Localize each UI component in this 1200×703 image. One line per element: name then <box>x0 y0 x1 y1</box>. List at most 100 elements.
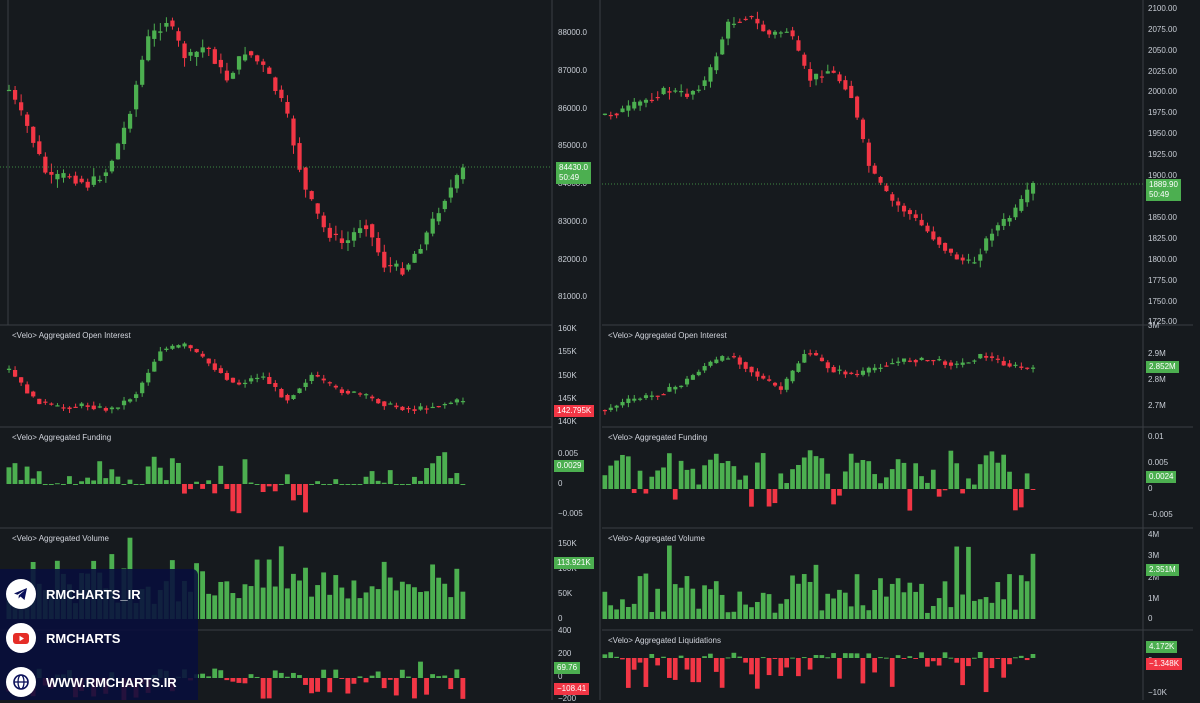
candle-body <box>357 228 363 233</box>
candle-body <box>731 356 737 358</box>
indicator-bar <box>754 658 760 689</box>
indicator-bar <box>708 653 713 658</box>
indicator-bar <box>418 592 423 619</box>
indicator-bar <box>412 678 417 699</box>
candle-body <box>376 238 381 253</box>
candle-body <box>357 393 363 395</box>
candle-body <box>778 32 783 34</box>
candle-body <box>620 401 625 406</box>
candle-body <box>937 237 942 245</box>
candle-body <box>884 365 889 367</box>
right-liquidation-bars[interactable] <box>602 652 1036 693</box>
candle-body <box>784 378 789 390</box>
indicator-bar <box>230 593 236 619</box>
indicator-bar <box>825 593 831 619</box>
indicator-bar <box>614 656 619 658</box>
candle-body <box>972 360 977 362</box>
candle-body <box>406 408 411 410</box>
youtube-link[interactable]: RMCHARTS <box>6 623 120 653</box>
indicator-bar <box>303 484 308 513</box>
left-funding-tick: −0.005 <box>558 509 583 518</box>
indicator-bar <box>977 464 983 489</box>
candle-body <box>849 372 854 374</box>
right-price-candles[interactable] <box>602 11 1036 268</box>
left-funding-bars[interactable] <box>6 452 466 514</box>
candle-body <box>31 126 36 143</box>
indicator-bar <box>1018 489 1024 508</box>
left-liq-tag-down: −108.41 <box>554 683 590 695</box>
right-price-tick: 1950.00 <box>1148 129 1177 138</box>
indicator-bar <box>254 676 260 678</box>
indicator-bar <box>448 597 454 619</box>
indicator-bar <box>954 463 960 489</box>
candle-body <box>989 356 995 358</box>
indicator-bar <box>948 607 954 619</box>
left-oi-tick: 145K <box>558 394 577 403</box>
indicator-bar <box>614 609 619 619</box>
indicator-bar <box>436 676 442 678</box>
left-volume-tick: 50K <box>558 589 573 598</box>
candle-body <box>309 191 314 200</box>
indicator-bar <box>357 598 363 619</box>
left-volume-label: <Velo> Aggregated Volume <box>12 534 109 543</box>
candle-body <box>170 345 175 349</box>
indicator-bar <box>321 669 327 678</box>
indicator-bar <box>913 591 919 619</box>
candle-body <box>749 15 754 18</box>
candle-body <box>661 87 666 95</box>
indicator-bar <box>97 461 103 484</box>
candle-body <box>315 375 320 377</box>
telegram-link[interactable]: RMCHARTS_IR <box>6 579 141 609</box>
indicator-bar <box>901 592 907 619</box>
indicator-bar <box>363 592 369 619</box>
youtube-icon <box>6 623 36 653</box>
indicator-bar <box>412 587 417 619</box>
candle-body <box>948 248 954 253</box>
indicator-bar <box>381 561 387 619</box>
left-open-interest-candles[interactable] <box>6 342 466 415</box>
indicator-bar <box>942 652 948 658</box>
indicator-bar <box>290 484 296 501</box>
indicator-bar <box>315 481 321 484</box>
left-price-candles[interactable] <box>6 17 466 276</box>
indicator-bar <box>796 658 801 677</box>
candle-body <box>200 353 205 357</box>
indicator-bar <box>807 658 813 670</box>
right-price-tick: 1975.00 <box>1148 108 1177 117</box>
indicator-bar <box>248 674 254 678</box>
telegram-label: RMCHARTS_IR <box>46 586 141 602</box>
candle-body <box>907 360 912 362</box>
indicator-bar <box>309 484 314 485</box>
indicator-bar <box>942 489 948 491</box>
candle-body <box>109 160 115 172</box>
candle-body <box>127 113 133 129</box>
right-price-tick: 1775.00 <box>1148 276 1177 285</box>
indicator-bar <box>790 469 795 489</box>
indicator-bar <box>133 484 139 485</box>
candle-body <box>339 389 345 394</box>
indicator-bar <box>983 597 989 619</box>
right-liq-tick: −10K <box>1148 688 1167 697</box>
candle-body <box>638 101 643 106</box>
right-funding-bars[interactable] <box>602 450 1036 511</box>
right-volume-bars[interactable] <box>602 545 1036 619</box>
candle-body <box>984 238 989 251</box>
indicator-bar <box>872 474 877 489</box>
indicator-bar <box>418 661 423 678</box>
right-volume-label: <Velo> Aggregated Volume <box>608 534 705 543</box>
indicator-bar <box>737 591 743 619</box>
candle-body <box>720 39 725 55</box>
indicator-bar <box>442 452 448 484</box>
indicator-bar <box>825 657 831 659</box>
candle-body <box>448 402 453 404</box>
right-open-interest-candles[interactable] <box>602 349 1036 415</box>
right-price-tag-countdown: 50:49 <box>1149 190 1170 199</box>
website-link[interactable]: WWW.RMCHARTS.IR <box>6 667 177 697</box>
right-volume-tag: 2.351M <box>1146 564 1179 576</box>
candle-body <box>1025 367 1030 369</box>
candle-body <box>855 373 860 376</box>
indicator-bar <box>942 581 948 619</box>
indicator-bar <box>54 483 60 485</box>
indicator-bar <box>103 478 109 484</box>
